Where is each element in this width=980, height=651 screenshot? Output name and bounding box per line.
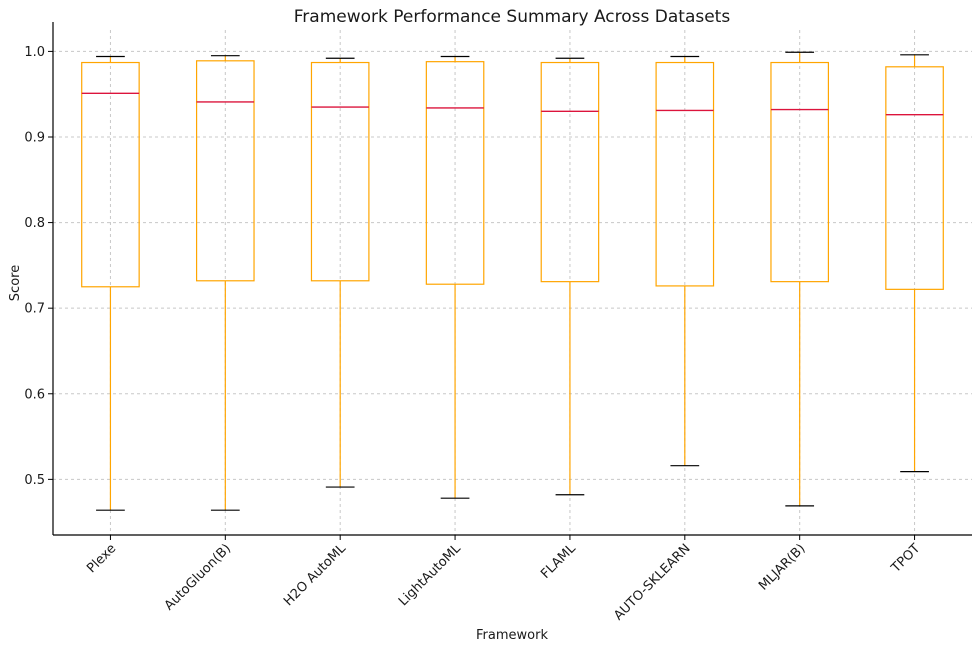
box-4 <box>540 57 600 496</box>
x-tick-label-4: FLAML <box>538 541 579 582</box>
box-2 <box>310 57 370 488</box>
boxes <box>81 51 944 511</box>
y-tick-label-2: 0.7 <box>24 302 45 317</box>
box-5 <box>655 55 715 467</box>
x-tick-label-1: AutoGluon(B) <box>162 541 234 613</box>
box-0 <box>81 55 140 511</box>
axes: 0.5 0.6 0.7 0.8 0.9 1.0 Plexe AutoGluon(B) H2O A… <box>24 22 972 624</box>
x-axis-label: Framework <box>476 628 548 643</box>
iqr-box-7 <box>885 66 944 290</box>
x-tick-label-6: MLJAR(B) <box>756 541 808 593</box>
iqr-box-3 <box>425 61 485 285</box>
box-3 <box>425 55 485 499</box>
iqr-box-5 <box>655 61 715 287</box>
iqr-box-1 <box>195 60 255 282</box>
box-6 <box>770 51 830 507</box>
iqr-box-4 <box>540 61 600 283</box>
x-tick-label-5: AUTO-SKLEARN <box>611 541 693 623</box>
y-tick-label-3: 0.8 <box>24 216 45 231</box>
iqr-box-6 <box>770 61 830 283</box>
y-tick-label-0: 0.5 <box>24 473 45 488</box>
y-tick-label-4: 0.9 <box>24 130 45 145</box>
y-tick-label-5: 1.0 <box>24 45 45 60</box>
x-tick-label-2: H2O AutoML <box>281 541 349 609</box>
x-tick-label-3: LightAutoML <box>396 541 464 609</box>
box-1 <box>195 55 255 511</box>
iqr-box-2 <box>310 61 370 282</box>
iqr-box-0 <box>81 61 140 288</box>
chart-title: Framework Performance Summary Across Dat… <box>294 7 731 27</box>
y-tick-label-1: 0.6 <box>24 387 45 402</box>
box-7 <box>885 54 944 473</box>
x-tick-label-0: Plexe <box>84 541 119 576</box>
grid <box>53 30 972 535</box>
y-axis-label: Score <box>8 265 23 301</box>
x-tick-label-7: TPOT <box>888 541 923 576</box>
